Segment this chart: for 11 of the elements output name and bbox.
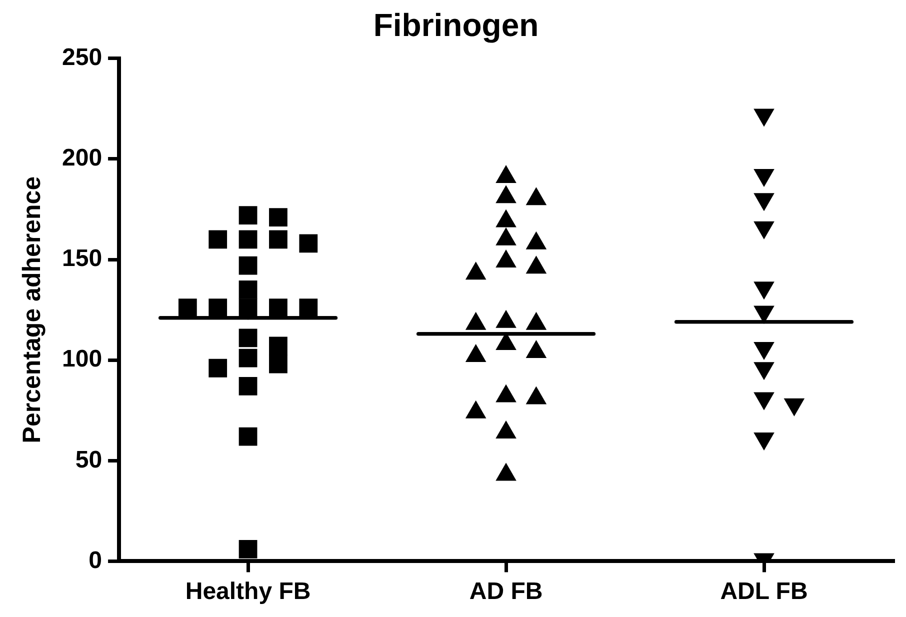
y-axis-title: Percentage adherence	[18, 176, 46, 444]
y-tick-label: 250	[62, 44, 102, 72]
y-tick-label: 0	[88, 546, 102, 574]
y-tick-label: 150	[62, 245, 102, 272]
x-tick-label: AD FB	[469, 578, 543, 606]
y-tick-label: 200	[62, 144, 102, 172]
x-tick-label: ADL FB	[720, 578, 808, 606]
y-tick-label: 50	[75, 446, 102, 474]
x-tick-label: Healthy FB	[185, 578, 311, 606]
y-tick-label: 100	[62, 346, 102, 373]
chart-title: Fibrinogen	[373, 7, 539, 44]
